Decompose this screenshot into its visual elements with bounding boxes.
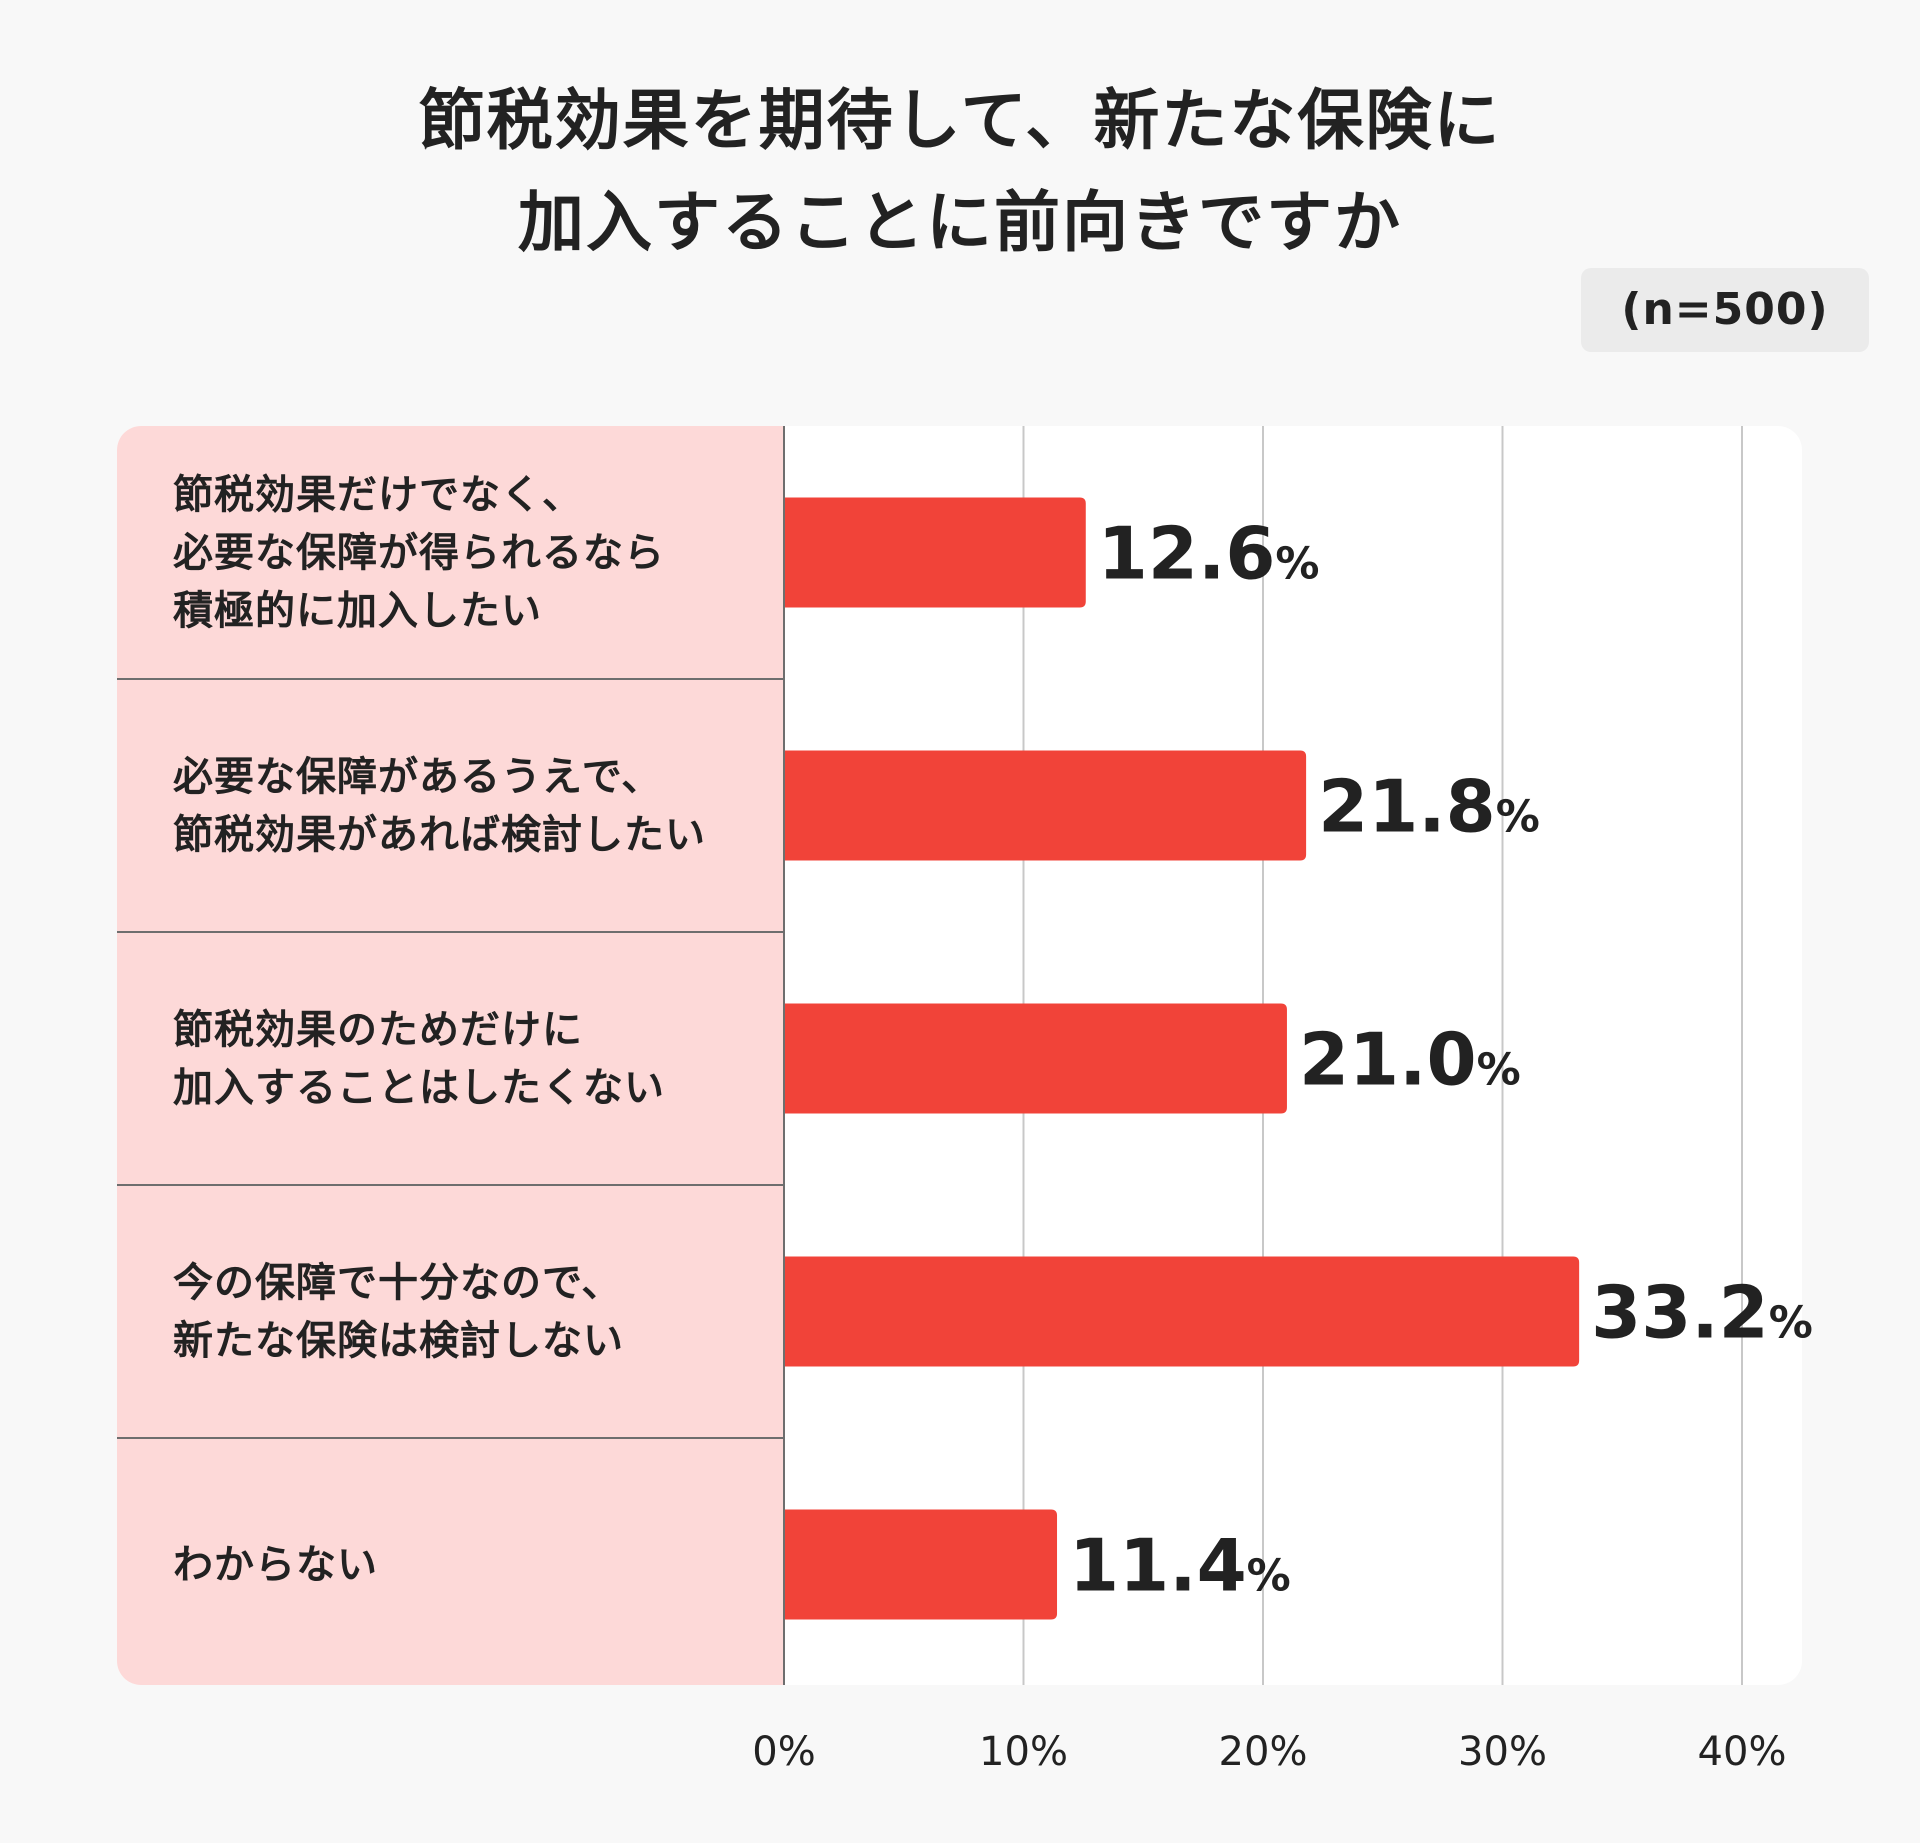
category-label: 節税効果だけでなく、 必要な保障が得られるなら 積極的に加入したい xyxy=(117,426,784,679)
category-label: 必要な保障があるうえで、 節税効果があれば検討したい xyxy=(117,679,784,932)
bar-value-unit: % xyxy=(1275,539,1319,590)
bar xyxy=(784,750,1307,861)
bar-value-label: 21.8% xyxy=(1318,765,1540,849)
row-divider xyxy=(117,1437,784,1439)
category-label: 節税効果のためだけに 加入することはしたくない xyxy=(117,932,784,1185)
bar-value-number: 12.6 xyxy=(1098,512,1276,596)
chart-title: 節税効果を期待して、新たな保険に 加入することに前向きですか xyxy=(0,70,1920,274)
x-tick-label: 0% xyxy=(752,1729,815,1775)
bar-value-number: 33.2 xyxy=(1591,1271,1769,1355)
bar-value-label: 21.0% xyxy=(1299,1018,1521,1102)
x-tick-label: 40% xyxy=(1698,1729,1787,1775)
category-label-text: 節税効果だけでなく、 必要な保障が得られるなら 積極的に加入したい xyxy=(173,471,665,634)
bar-value-unit: % xyxy=(1247,1551,1291,1602)
bar-value-label: 33.2% xyxy=(1591,1271,1813,1355)
chart-title-line-2: 加入することに前向きですか xyxy=(518,184,1402,261)
chart-title-line-1: 節税効果を期待して、新たな保険に xyxy=(418,82,1502,159)
category-label: わからない xyxy=(117,1438,784,1685)
bar-value-number: 11.4 xyxy=(1069,1524,1247,1608)
category-label-column: 節税効果だけでなく、 必要な保障が得られるなら 積極的に加入したい必要な保障があ… xyxy=(117,426,784,1685)
category-label-text: 節税効果のためだけに 加入することはしたくない xyxy=(173,1006,665,1111)
bar xyxy=(784,1003,1287,1114)
bar-value-label: 11.4% xyxy=(1069,1524,1291,1608)
row-divider xyxy=(117,678,784,680)
bar-value-number: 21.0 xyxy=(1299,1018,1477,1102)
bar xyxy=(784,1509,1058,1620)
category-label: 今の保障で十分なので、 新たな保険は検討しない xyxy=(117,1185,784,1438)
x-tick-label: 30% xyxy=(1458,1729,1547,1775)
row-divider xyxy=(117,931,784,933)
sample-size-badge: (n=500) xyxy=(1581,268,1869,352)
x-tick-label: 20% xyxy=(1219,1729,1308,1775)
bar-value-unit: % xyxy=(1496,792,1540,843)
row-divider xyxy=(117,1184,784,1186)
bar-value-label: 12.6% xyxy=(1098,512,1320,596)
bar-value-number: 21.8 xyxy=(1318,765,1496,849)
category-label-text: わからない xyxy=(173,1541,378,1588)
bar-value-unit: % xyxy=(1769,1298,1813,1349)
category-label-text: 必要な保障があるうえで、 節税効果があれば検討したい xyxy=(173,753,706,858)
category-label-text: 今の保障で十分なので、 新たな保険は検討しない xyxy=(173,1259,624,1364)
bar xyxy=(784,497,1086,608)
bar xyxy=(784,1256,1580,1367)
x-tick-label: 10% xyxy=(979,1729,1068,1775)
bar-value-unit: % xyxy=(1477,1045,1521,1096)
